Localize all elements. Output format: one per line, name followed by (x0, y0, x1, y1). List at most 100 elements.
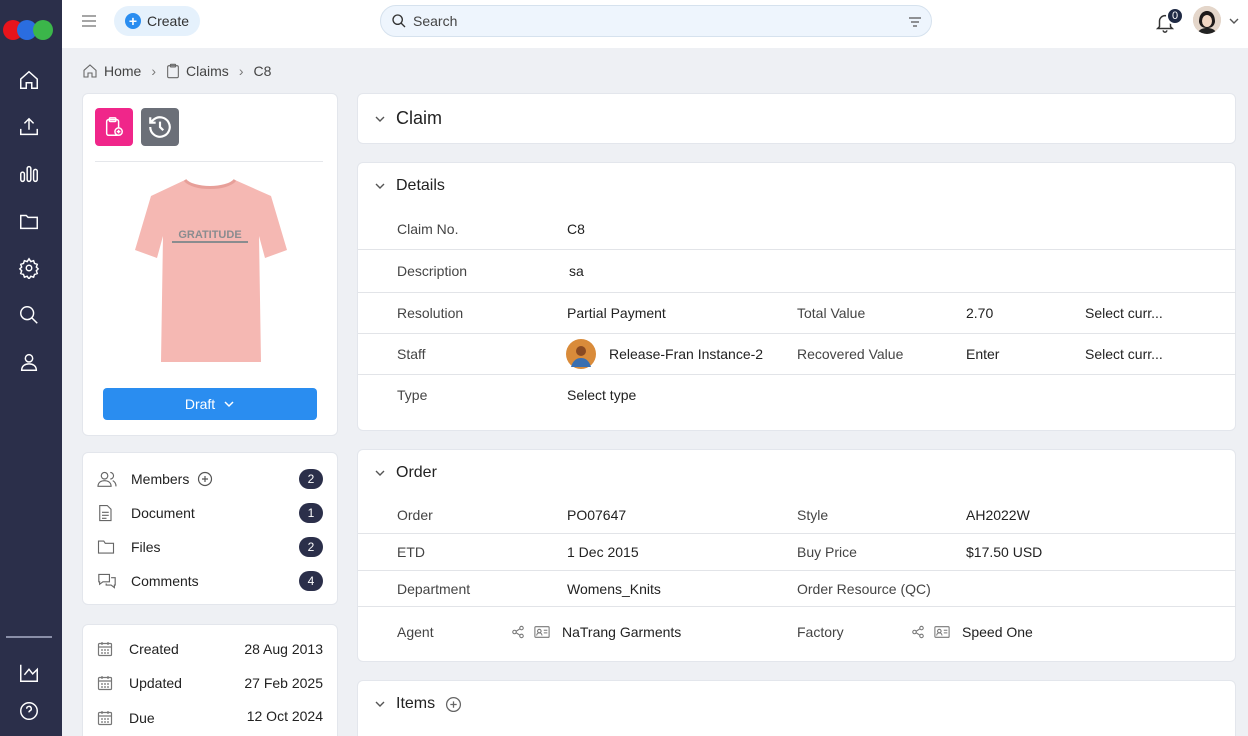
order-section-header[interactable]: Order (374, 464, 437, 482)
due-label: Due (129, 710, 155, 726)
comments-label: Comments (131, 573, 199, 589)
search-input[interactable] (413, 13, 893, 29)
comments-icon (98, 573, 116, 589)
claim-no-value: C8 (567, 221, 585, 237)
etd-value: 1 Dec 2015 (567, 544, 639, 560)
divider (358, 333, 1236, 334)
details-title: Details (396, 177, 445, 194)
comments-link[interactable]: Comments 4 (97, 569, 323, 593)
product-image: GRATITUDE (135, 178, 287, 362)
app-logo[interactable] (3, 20, 55, 40)
user-avatar[interactable] (1193, 6, 1221, 34)
total-value-input[interactable]: 2.70 (966, 305, 994, 321)
staff-row: Staff Release-Fran Instance-2 Recovered … (358, 339, 1236, 386)
due-value: 12 Oct 2024 (246, 708, 323, 724)
history-icon (149, 116, 171, 138)
divider (358, 533, 1236, 534)
etd-label: ETD (397, 544, 425, 560)
chevron-down-icon[interactable] (1228, 15, 1240, 27)
chevron-down-icon (375, 116, 385, 122)
add-circle-icon[interactable] (197, 471, 213, 487)
breadcrumb-current: C8 (253, 63, 272, 79)
home-icon (83, 64, 97, 78)
history-button[interactable] (141, 108, 179, 146)
members-label: Members (131, 471, 190, 487)
order-label: Order (397, 507, 433, 523)
agent-row: Agent NaTrang Garments Factory Speed One (358, 624, 1236, 664)
upload-icon[interactable] (17, 115, 41, 139)
total-currency-select[interactable]: Select curr... (1085, 305, 1163, 321)
divider (358, 292, 1236, 293)
chevron-down-icon (375, 470, 385, 476)
sidebar-divider (6, 636, 52, 638)
share-icon[interactable] (511, 625, 525, 639)
breadcrumb-claims-label: Claims (186, 63, 229, 79)
agent-link[interactable]: NaTrang Garments (562, 624, 682, 640)
user-icon[interactable] (17, 350, 41, 374)
chevron-right-icon: › (238, 63, 244, 79)
files-link[interactable]: Files 2 (97, 535, 323, 559)
items-section: Items (357, 680, 1236, 736)
order-section: Order Order PO07647 Style AH2022W ETD 1 … (357, 449, 1236, 662)
calendar-icon (97, 676, 113, 691)
search-icon[interactable] (17, 303, 41, 327)
description-field[interactable]: sa (569, 263, 584, 279)
factory-link[interactable]: Speed One (962, 624, 1033, 640)
type-row: Type Select type (358, 387, 1236, 427)
reports-icon[interactable] (17, 661, 41, 685)
created-date-row: Created 28 Aug 2013 (97, 637, 323, 661)
staff-value[interactable]: Release-Fran Instance-2 (609, 346, 764, 362)
links-card: Members 2 Document 1 Files 2 Comments 4 (82, 452, 338, 605)
menu-icon[interactable] (81, 13, 97, 29)
details-section-header[interactable]: Details (374, 177, 445, 195)
type-select[interactable]: Select type (567, 387, 637, 403)
recovered-value-input[interactable]: Enter (966, 346, 1000, 362)
updated-label: Updated (129, 675, 182, 691)
home-icon[interactable] (17, 68, 41, 92)
breadcrumb-home[interactable]: Home (82, 63, 141, 79)
add-circle-icon[interactable] (445, 696, 462, 713)
folder-icon[interactable] (17, 209, 41, 233)
status-dropdown-button[interactable]: Draft (103, 388, 317, 420)
settings-icon[interactable] (17, 256, 41, 280)
document-link[interactable]: Document 1 (97, 501, 323, 525)
users-icon (97, 471, 117, 487)
resolution-label: Resolution (397, 305, 464, 321)
resolution-select[interactable]: Partial Payment (567, 305, 666, 321)
document-icon (99, 504, 112, 522)
help-icon[interactable] (17, 699, 41, 723)
claim-action-button[interactable] (95, 108, 133, 146)
claim-section-header[interactable]: Claim (374, 108, 442, 129)
order-link[interactable]: PO07647 (567, 507, 627, 523)
calendar-icon (97, 642, 113, 657)
calendar-icon (97, 711, 113, 726)
recovered-currency-select[interactable]: Select curr... (1085, 346, 1163, 362)
create-button[interactable]: + Create (114, 6, 200, 36)
factory-label: Factory (797, 624, 844, 640)
members-link[interactable]: Members 2 (97, 467, 323, 491)
recovered-value-label: Recovered Value (797, 346, 904, 362)
chevron-down-icon (224, 401, 234, 408)
chevron-right-icon: › (151, 63, 157, 79)
claim-section: Claim (357, 93, 1236, 144)
divider (358, 374, 1236, 375)
divider (95, 161, 323, 162)
document-count-badge: 1 (299, 503, 323, 523)
files-label: Files (131, 539, 161, 555)
style-link[interactable]: AH2022W (966, 507, 1030, 523)
buy-price-label: Buy Price (797, 544, 857, 560)
items-section-header[interactable]: Items (374, 695, 462, 713)
filter-icon[interactable] (907, 14, 923, 30)
contact-card-icon[interactable] (534, 625, 550, 639)
chevron-down-icon (375, 701, 385, 707)
contact-card-icon[interactable] (934, 625, 950, 639)
search-icon (392, 14, 406, 28)
due-date-row: Due 12 Oct 2024 (97, 706, 323, 730)
analytics-icon[interactable] (17, 162, 41, 186)
breadcrumb-claims[interactable]: Claims (166, 63, 229, 79)
order-row: Order PO07647 Style AH2022W (358, 507, 1236, 547)
divider (358, 570, 1236, 571)
total-value-label: Total Value (797, 305, 866, 321)
share-icon[interactable] (911, 625, 925, 639)
status-label: Draft (184, 396, 216, 412)
